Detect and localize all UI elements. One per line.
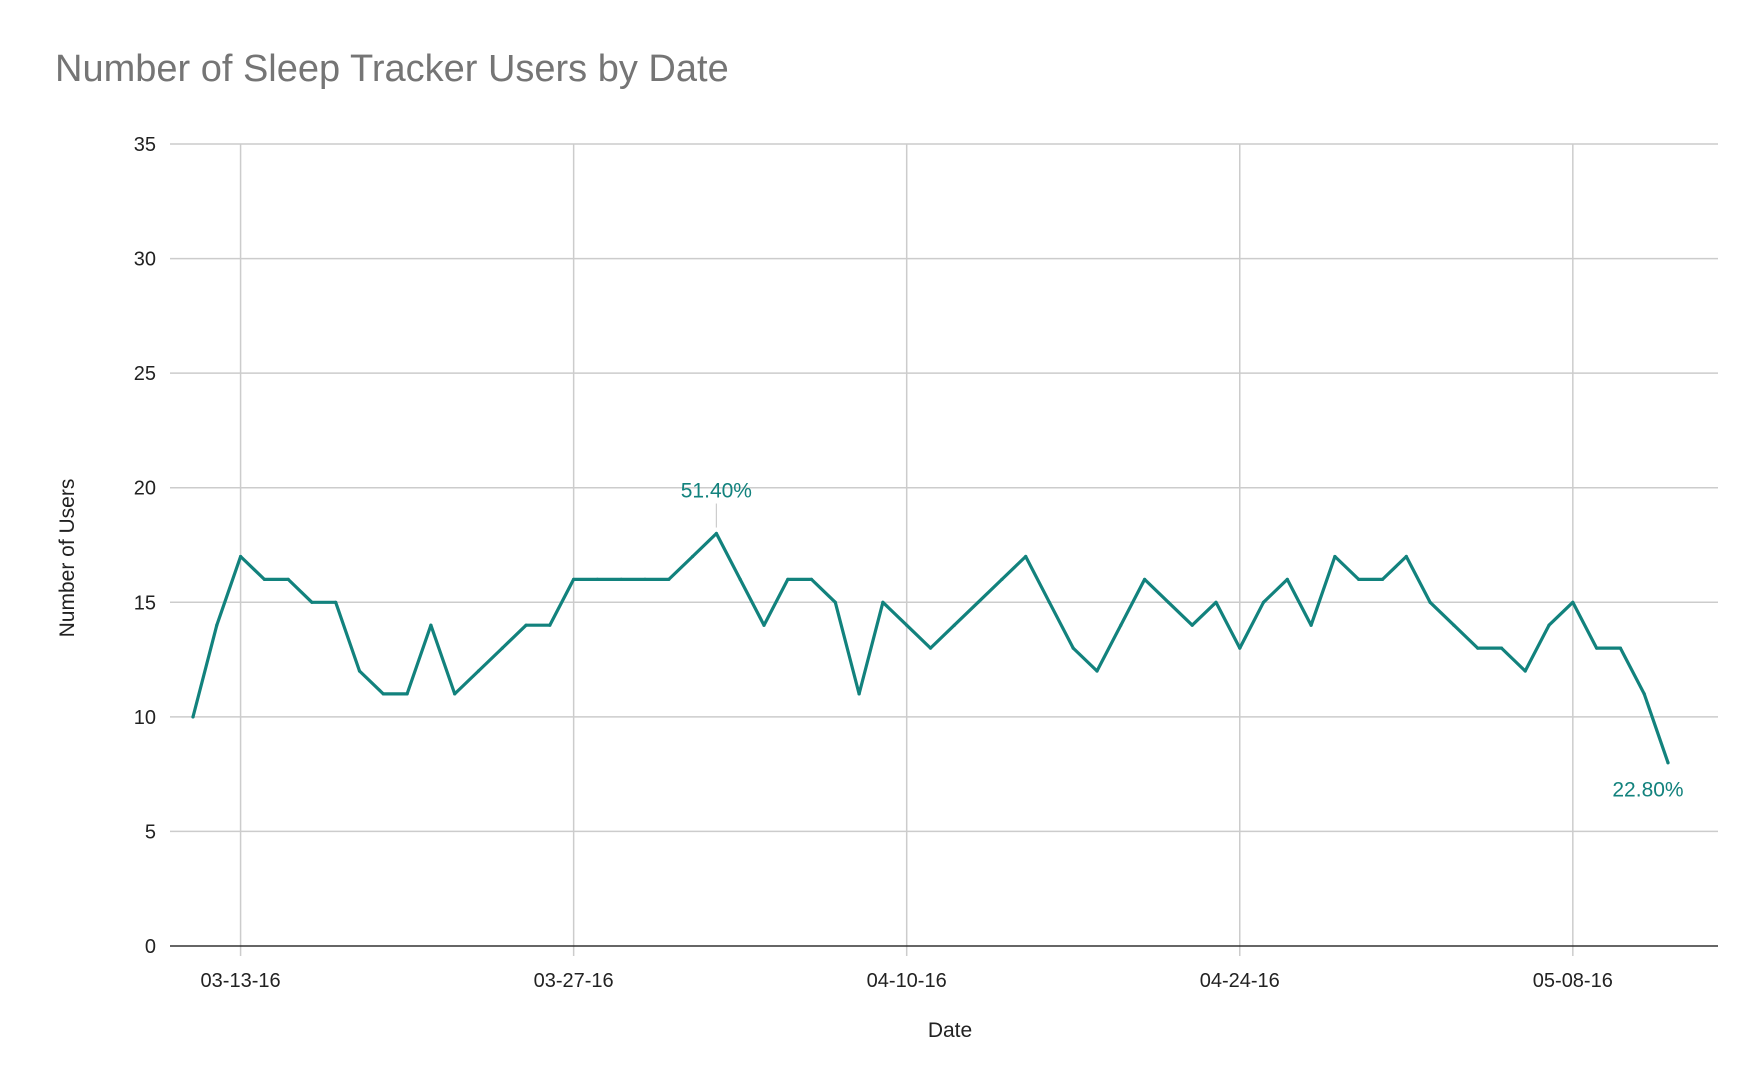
label-layer: 51.40% 22.80% [681,480,1684,802]
y-tick-label: 35 [134,134,156,156]
data-point [1285,577,1289,582]
data-point [262,577,266,582]
chart-title: Number of Sleep Tracker Users by Date [55,48,729,90]
data-point [1357,577,1361,582]
data-point [572,577,576,582]
data-point [1261,600,1266,604]
data-point [1428,600,1432,604]
data-point [833,600,837,604]
data-point [1143,577,1147,582]
axis-layer: 0 5 10 15 20 25 30 35 03-13-16 03-27-16 04-10-16 04… [134,134,1718,992]
data-point [310,600,314,604]
data-point [476,669,481,673]
data-point [1666,761,1670,765]
y-tick-label: 10 [134,707,156,729]
data-point [928,646,933,650]
data-point [1333,554,1337,559]
data-point [643,577,647,582]
data-point [857,692,861,696]
x-tick-label: 04-10-16 [867,970,947,992]
data-point [453,692,457,696]
data-point [881,600,885,604]
x-tick-label: 03-13-16 [201,970,281,992]
data-point [1309,623,1313,627]
data-point [1642,692,1646,696]
data-point [1476,646,1480,650]
data-point [191,715,195,719]
data-point [1000,577,1004,582]
data-point [905,623,909,627]
y-tick-label: 30 [134,249,156,271]
data-point [1380,577,1385,582]
data-point [1404,554,1408,559]
data-point [357,669,362,673]
data-point [1547,623,1551,627]
data-point [1024,554,1028,559]
data-point [952,623,956,627]
data-point [381,692,385,696]
y-tick-label: 25 [134,363,156,385]
grid-layer [170,143,1718,956]
x-tick-label: 05-08-16 [1533,970,1613,992]
data-point [595,577,600,582]
data-point [500,646,504,650]
data-point [1190,623,1194,627]
data-point [239,554,243,559]
data-point [1238,646,1242,650]
y-tick-label: 20 [134,478,156,500]
data-point [1119,623,1123,627]
data-point [691,554,695,559]
data-point [215,623,219,627]
data-point [786,577,790,582]
line-layer [191,531,1670,765]
x-tick-label: 04-24-16 [1200,970,1280,992]
data-point [1595,646,1599,650]
y-tick-label: 5 [145,821,156,843]
data-point [1166,600,1170,604]
data-point [1095,669,1099,673]
data-label: 51.40% [681,480,752,503]
data-point [976,600,980,604]
data-label: 22.80% [1612,779,1683,802]
data-point [809,577,814,582]
data-point [1452,623,1456,627]
y-axis-title: Number of Users [56,479,79,638]
data-point [1071,646,1075,650]
data-point [1571,600,1575,604]
data-point [1618,646,1622,650]
data-point [667,577,671,582]
data-point [405,692,409,696]
data-point [619,577,623,582]
x-axis-title: Date [928,1019,972,1042]
data-point [714,531,719,536]
x-tick-label: 03-27-16 [534,970,614,992]
y-tick-label: 15 [134,592,156,614]
data-point [429,623,433,627]
data-point [738,577,742,582]
y-tick-label: 0 [145,936,156,958]
data-point [1047,600,1051,604]
data-point [1214,600,1218,604]
data-point [548,623,552,627]
data-point [286,577,290,582]
data-point [1523,669,1527,673]
data-point [524,623,528,627]
data-point [762,623,766,627]
data-point [334,600,338,604]
data-point [1499,646,1504,650]
